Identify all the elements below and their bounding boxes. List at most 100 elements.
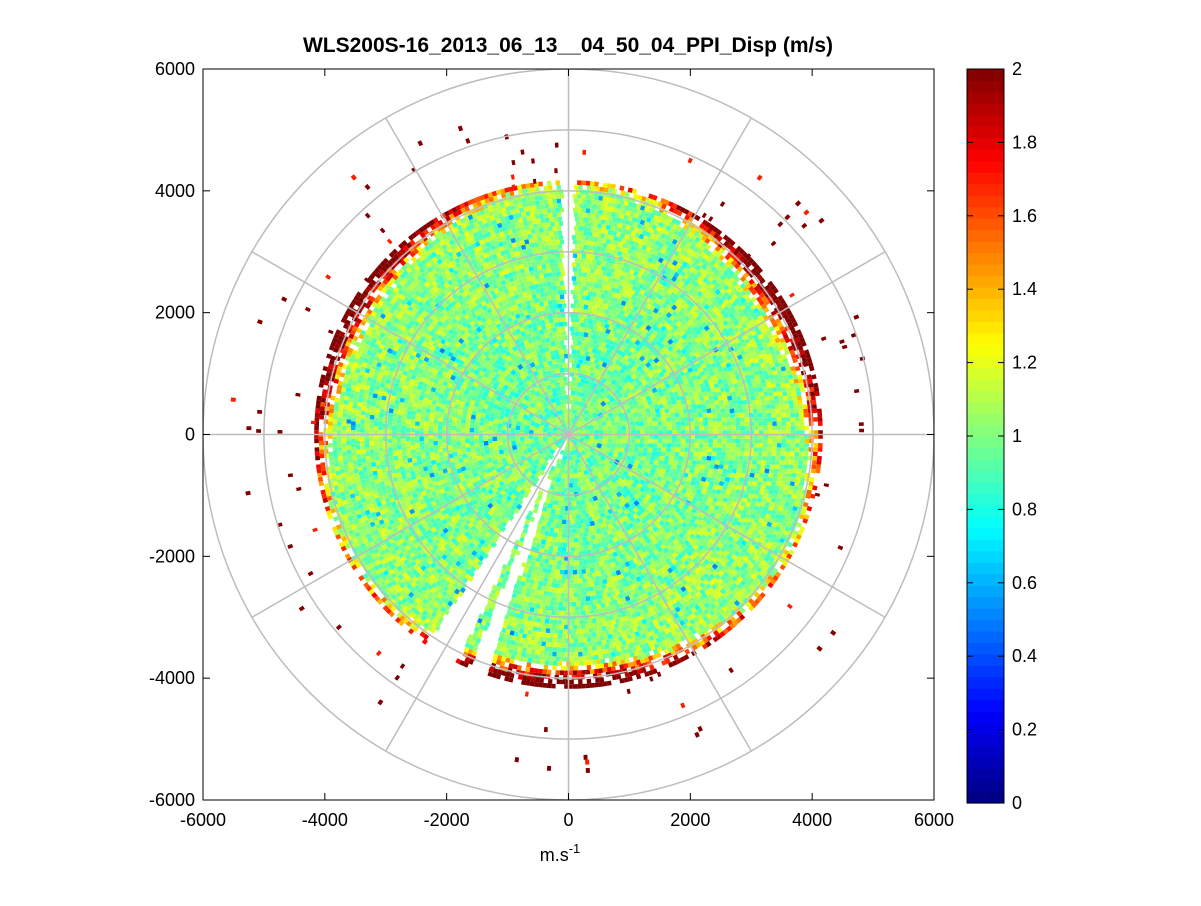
data-cell: [656, 399, 663, 406]
data-cell: [588, 351, 594, 358]
data-cell: [730, 417, 736, 422]
data-cell: [721, 447, 727, 452]
data-cell: [597, 397, 604, 404]
data-cell: [724, 408, 730, 414]
data-cell: [594, 329, 601, 336]
data-cell: [584, 434, 590, 440]
data-cell: [398, 406, 404, 412]
data-cell: [725, 412, 731, 418]
data-cell: [588, 600, 594, 606]
data-cell: [562, 362, 568, 368]
data-cell: [648, 471, 655, 478]
data-cell: [630, 434, 636, 440]
data-cell: [423, 425, 429, 431]
data-cell: [546, 596, 552, 602]
data-cell: [588, 460, 595, 468]
data-cell: [594, 608, 599, 614]
data-cell: [510, 369, 517, 376]
data-cell: [578, 299, 583, 305]
data-cell: [578, 476, 584, 483]
data-cell: [627, 412, 633, 418]
data-cell: [614, 337, 621, 344]
data-cell: [559, 611, 565, 616]
data-cell: [559, 510, 565, 516]
data-cell: [579, 560, 584, 565]
data-cell: [608, 345, 615, 351]
data-cell: [674, 412, 680, 418]
data-cell: [588, 482, 595, 489]
data-cell: [744, 417, 750, 422]
data-cell: [639, 500, 646, 507]
data-cell: [506, 360, 513, 367]
data-cell: [702, 412, 708, 418]
data-cell: [549, 527, 555, 533]
data-cell: [478, 430, 484, 435]
data-cell: [553, 546, 558, 552]
data-cell: [582, 453, 590, 460]
data-cell: [511, 440, 517, 446]
data-cell: [557, 317, 563, 323]
data-cell: [575, 428, 581, 433]
data-cell: [603, 434, 609, 440]
data-cell: [708, 438, 714, 444]
data-cell: [662, 430, 668, 435]
data-cell: [640, 407, 647, 414]
data-cell: [564, 510, 569, 516]
data-cell: [583, 318, 589, 324]
data-cell: [501, 438, 507, 444]
data-cell: [610, 420, 617, 426]
data-cell: [547, 409, 555, 416]
data-cell: [536, 585, 542, 591]
data-cell: [622, 491, 629, 499]
data-cell: [584, 484, 590, 490]
data-cell: [501, 405, 508, 412]
data-cell: [550, 354, 556, 361]
data-cell: [619, 517, 626, 524]
data-cell: [482, 391, 489, 398]
data-cell: [583, 605, 589, 611]
data-cell: [580, 397, 587, 404]
data-cell: [575, 514, 581, 520]
data-cell: [627, 499, 634, 506]
data-cell: [465, 397, 472, 404]
data-cell: [538, 469, 546, 476]
data-cell: [555, 354, 560, 360]
data-cell: [599, 526, 606, 533]
data-cell: [595, 513, 602, 520]
data-cell: [512, 475, 519, 483]
data-cell: [643, 459, 650, 466]
data-cell: [582, 475, 588, 481]
data-cell: [585, 267, 591, 273]
data-cell: [433, 427, 438, 433]
data-cell: [588, 277, 594, 283]
data-cell: [505, 380, 512, 387]
data-cell: [547, 360, 553, 366]
data-cell: [492, 440, 498, 446]
data-cell: [575, 587, 581, 593]
data-cell: [665, 451, 671, 457]
data-cell: [715, 408, 721, 414]
data-cell: [535, 528, 542, 534]
data-cell: [480, 412, 486, 418]
data-cell: [655, 467, 662, 474]
data-cell: [497, 418, 504, 424]
data-cell: [547, 469, 554, 476]
data-cell: [557, 438, 564, 444]
data-cell: [590, 501, 597, 507]
data-cell: [529, 438, 535, 444]
data-cell: [629, 459, 635, 466]
data-cell: [542, 282, 548, 288]
data-cell: [661, 475, 668, 482]
data-cell: [492, 436, 498, 442]
data-cell: [650, 375, 657, 382]
data-cell: [588, 401, 595, 409]
data-cell: [456, 419, 462, 424]
data-cell: [571, 276, 577, 281]
data-cell: [553, 560, 558, 565]
data-cell: [509, 352, 516, 359]
data-cell: [544, 258, 550, 264]
data-cell: [597, 424, 604, 431]
data-cell: [504, 389, 511, 396]
data-cell: [724, 403, 730, 409]
data-cell: [603, 396, 610, 404]
